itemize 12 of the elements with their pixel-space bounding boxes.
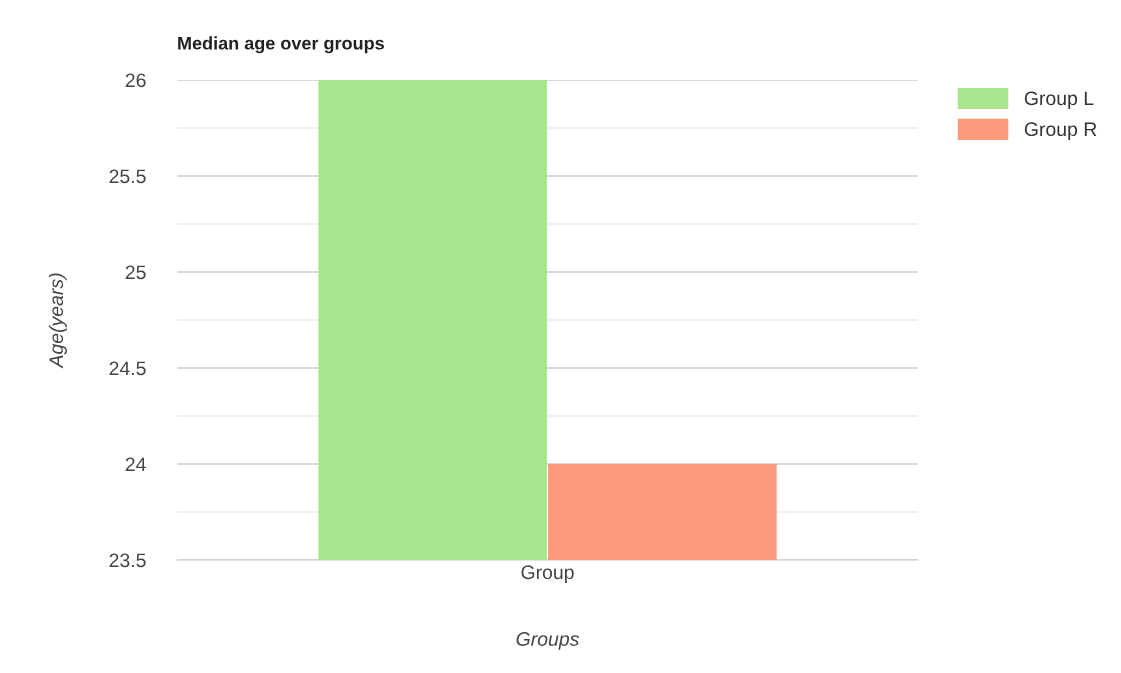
legend-label: Group L	[1024, 91, 1094, 110]
y-axis-title: Age(years)	[48, 273, 67, 369]
chart-title: Median age over groups	[178, 36, 384, 54]
y-tick-label: 24	[125, 457, 146, 472]
x-axis-title: Groups	[516, 632, 579, 650]
y-tick-label: 23.5	[109, 553, 146, 568]
x-tick-label: Group	[521, 565, 574, 583]
y-tick-label: 25.5	[109, 169, 146, 184]
y-tick-label: 26	[125, 73, 146, 88]
y-tick-label: 24.5	[109, 361, 146, 376]
y-tick-label: 25	[125, 265, 146, 280]
legend-label: Group R	[1024, 122, 1097, 140]
